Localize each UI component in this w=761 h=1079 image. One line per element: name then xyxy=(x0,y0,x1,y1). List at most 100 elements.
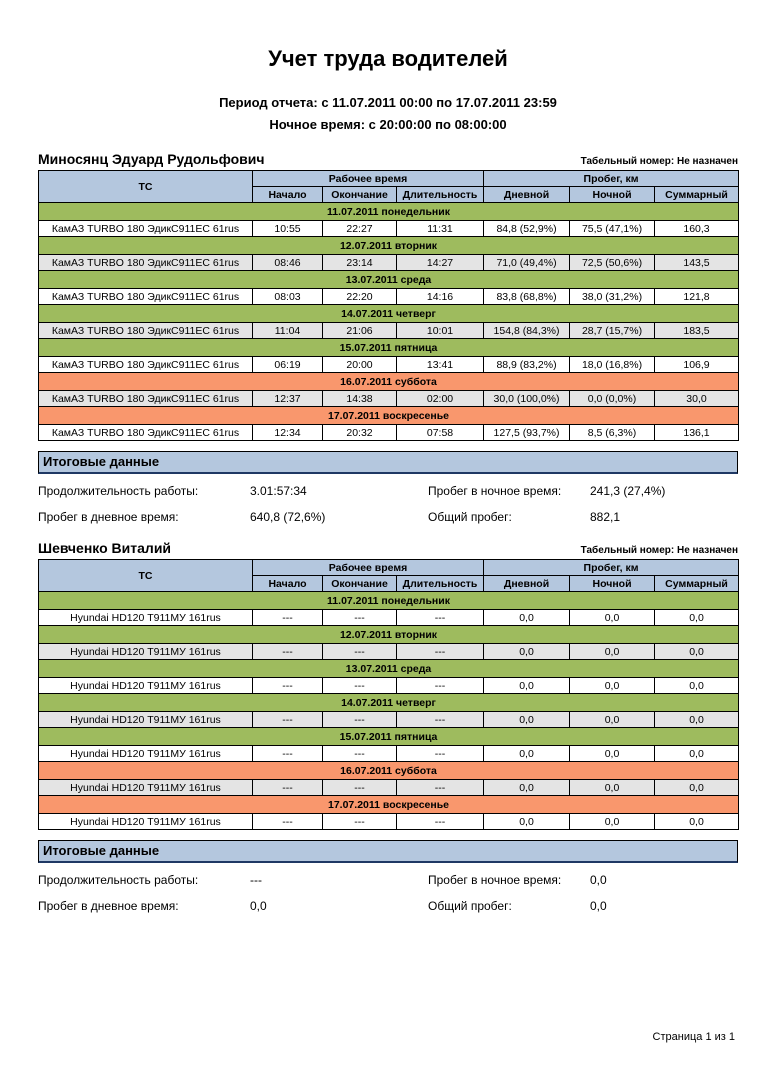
summary-value-night-mileage: 0,0 xyxy=(590,873,607,887)
night-mileage-cell: 75,5 (47,1%) xyxy=(569,220,656,237)
vehicle-data-row: Hyundai HD120 Т911МУ 161rus --- --- --- … xyxy=(38,779,740,796)
driver-name: Миносянц Эдуард Рудольфович xyxy=(38,151,265,167)
vehicle-name-cell: КамАЗ TURBO 180 ЭдикС911ЕС 61rus xyxy=(38,356,253,373)
col-header-day: Дневной xyxy=(483,575,571,592)
day-date-label: 14.07.2011 четверг xyxy=(37,304,740,323)
summary-label-work-duration: Продолжительность работы: xyxy=(38,484,199,498)
vehicle-data-row: КамАЗ TURBO 180 ЭдикС911ЕС 61rus 06:19 2… xyxy=(38,356,740,373)
col-header-total: Суммарный xyxy=(654,186,740,203)
day-mileage-cell: 154,8 (84,3%) xyxy=(483,322,571,339)
table-head-row-groups: ТС Рабочее время Пробег, км xyxy=(38,559,740,592)
start-time-cell: --- xyxy=(252,745,323,762)
duration-cell: 11:31 xyxy=(395,220,485,237)
table-head: ТС Рабочее время Пробег, км Начало Оконч… xyxy=(38,170,740,203)
summary-grid: Продолжительность работы: 3.01:57:34 Про… xyxy=(38,483,738,525)
col-header-start: Начало xyxy=(252,575,323,592)
day-header-row: 16.07.2011 суббота xyxy=(37,372,740,391)
personnel-number: Табельный номер: Не назначен xyxy=(580,156,738,167)
start-time-cell: 12:37 xyxy=(252,390,323,407)
night-mileage-cell: 38,0 (31,2%) xyxy=(569,288,656,305)
day-mileage-cell: 0,0 xyxy=(483,609,571,626)
day-mileage-cell: 0,0 xyxy=(483,711,571,728)
duration-cell: --- xyxy=(395,677,485,694)
start-time-cell: --- xyxy=(252,677,323,694)
night-mileage-cell: 28,7 (15,7%) xyxy=(569,322,656,339)
vehicle-name-cell: КамАЗ TURBO 180 ЭдикС911ЕС 61rus xyxy=(38,254,253,271)
day-header-row: 13.07.2011 среда xyxy=(37,659,740,678)
day-header-row: 11.07.2011 понедельник xyxy=(37,202,740,221)
summary-label-total-mileage: Общий пробег: xyxy=(428,899,512,913)
duration-cell: 14:16 xyxy=(395,288,485,305)
vehicle-name-cell: Hyundai HD120 Т911МУ 161rus xyxy=(38,745,253,762)
start-time-cell: --- xyxy=(252,609,323,626)
total-mileage-cell: 0,0 xyxy=(654,813,740,830)
total-mileage-cell: 0,0 xyxy=(654,677,740,694)
report-period: Период отчета: с 11.07.2011 00:00 по 17.… xyxy=(219,95,557,110)
night-mileage-cell: 0,0 xyxy=(569,813,656,830)
day-header-row: 14.07.2011 четверг xyxy=(37,304,740,323)
driver-section-header: Шевченко Виталий Табельный номер: Не наз… xyxy=(38,540,738,556)
day-header-row: 11.07.2011 понедельник xyxy=(37,591,740,610)
day-date-label: 17.07.2011 воскресенье xyxy=(37,795,740,814)
day-header-row: 13.07.2011 среда xyxy=(37,270,740,289)
vehicle-data-row: КамАЗ TURBO 180 ЭдикС911ЕС 61rus 08:46 2… xyxy=(38,254,740,271)
col-header-night: Ночной xyxy=(569,575,656,592)
summary-label-night-mileage: Пробег в ночное время: xyxy=(428,873,562,887)
summary-value-day-mileage: 0,0 xyxy=(250,899,267,913)
day-header-row: 15.07.2011 пятница xyxy=(37,338,740,357)
total-mileage-cell: 0,0 xyxy=(654,779,740,796)
summary-value-night-mileage: 241,3 (27,4%) xyxy=(590,484,666,498)
col-header-duration: Длительность xyxy=(395,186,485,203)
col-header-start: Начало xyxy=(252,186,323,203)
duration-cell: --- xyxy=(395,711,485,728)
night-mileage-cell: 0,0 xyxy=(569,609,656,626)
start-time-cell: 10:55 xyxy=(252,220,323,237)
summary-value-day-mileage: 640,8 (72,6%) xyxy=(250,510,326,524)
driver-work-table: ТС Рабочее время Пробег, км Начало Оконч… xyxy=(37,559,740,830)
summary-label-total-mileage: Общий пробег: xyxy=(428,510,512,524)
day-date-label: 13.07.2011 среда xyxy=(37,659,740,678)
day-mileage-cell: 71,0 (49,4%) xyxy=(483,254,571,271)
day-mileage-cell: 88,9 (83,2%) xyxy=(483,356,571,373)
end-time-cell: --- xyxy=(322,609,397,626)
table-head-row-groups: ТС Рабочее время Пробег, км xyxy=(38,170,740,203)
col-header-day: Дневной xyxy=(483,186,571,203)
end-time-cell: 20:00 xyxy=(322,356,397,373)
end-time-cell: --- xyxy=(322,677,397,694)
total-mileage-cell: 0,0 xyxy=(654,745,740,762)
driver-section: Миносянц Эдуард Рудольфович Табельный но… xyxy=(37,151,740,525)
total-mileage-cell: 143,5 xyxy=(654,254,740,271)
day-mileage-cell: 83,8 (68,8%) xyxy=(483,288,571,305)
report-page: Учет труда водителей Период отчета: с 11… xyxy=(37,0,740,914)
day-mileage-cell: 0,0 xyxy=(483,745,571,762)
col-header-total: Суммарный xyxy=(654,575,740,592)
total-mileage-cell: 0,0 xyxy=(654,643,740,660)
duration-cell: --- xyxy=(395,609,485,626)
total-mileage-cell: 183,5 xyxy=(654,322,740,339)
summary-value-work-duration: --- xyxy=(250,873,262,887)
night-mileage-cell: 18,0 (16,8%) xyxy=(569,356,656,373)
driver-name: Шевченко Виталий xyxy=(38,540,172,556)
day-header-row: 17.07.2011 воскресенье xyxy=(37,406,740,425)
night-mileage-cell: 0,0 xyxy=(569,711,656,728)
end-time-cell: --- xyxy=(322,643,397,660)
start-time-cell: 08:03 xyxy=(252,288,323,305)
night-time-period: Ночное время: с 20:00:00 по 08:00:00 xyxy=(269,117,507,132)
start-time-cell: --- xyxy=(252,813,323,830)
day-header-row: 14.07.2011 четверг xyxy=(37,693,740,712)
end-time-cell: 23:14 xyxy=(322,254,397,271)
end-time-cell: --- xyxy=(322,813,397,830)
day-mileage-cell: 30,0 (100,0%) xyxy=(483,390,571,407)
page-number: Страница 1 из 1 xyxy=(652,1031,735,1043)
report-parameters: Период отчета: с 11.07.2011 00:00 по 17.… xyxy=(38,92,738,136)
summary-label-night-mileage: Пробег в ночное время: xyxy=(428,484,562,498)
start-time-cell: --- xyxy=(252,643,323,660)
vehicle-data-row: Hyundai HD120 Т911МУ 161rus --- --- --- … xyxy=(38,677,740,694)
day-date-label: 12.07.2011 вторник xyxy=(37,625,740,644)
vehicle-name-cell: КамАЗ TURBO 180 ЭдикС911ЕС 61rus xyxy=(38,220,253,237)
summary-grid: Продолжительность работы: --- Пробег в н… xyxy=(38,872,738,914)
col-header-night: Ночной xyxy=(569,186,656,203)
end-time-cell: --- xyxy=(322,779,397,796)
vehicle-data-row: Hyundai HD120 Т911МУ 161rus --- --- --- … xyxy=(38,813,740,830)
summary-label-day-mileage: Пробег в дневное время: xyxy=(38,899,179,913)
